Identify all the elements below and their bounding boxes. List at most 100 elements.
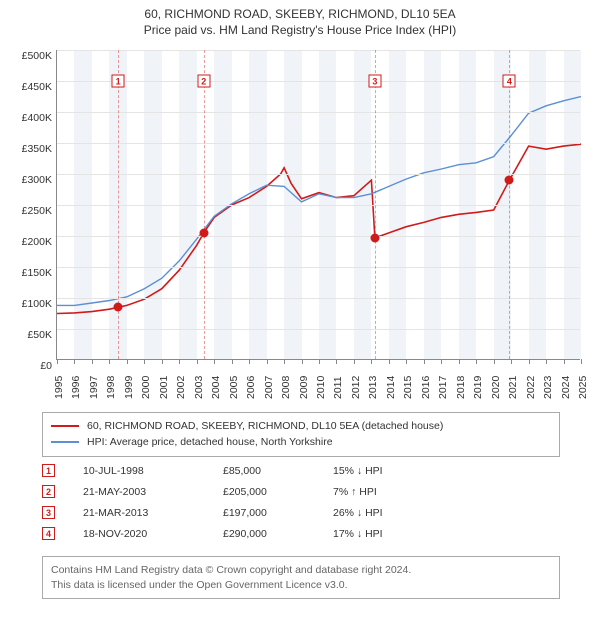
y-gridline: [57, 205, 580, 206]
marker-dot: [505, 176, 514, 185]
x-tick-mark: [74, 359, 75, 364]
y-gridline: [57, 174, 580, 175]
x-tick-mark: [459, 359, 460, 364]
x-tick-mark: [354, 359, 355, 364]
x-tick-label: 2006: [245, 376, 257, 399]
y-tick-label: £250K: [10, 205, 52, 217]
y-gridline: [57, 329, 580, 330]
x-tick-mark: [406, 359, 407, 364]
x-tick-label: 2015: [402, 376, 414, 399]
x-tick-label: 1996: [70, 376, 82, 399]
x-tick-label: 2025: [577, 376, 589, 399]
x-tick-label: 2002: [175, 376, 187, 399]
x-tick-label: 2009: [298, 376, 310, 399]
x-tick-label: 2011: [332, 376, 344, 399]
y-gridline: [57, 267, 580, 268]
x-tick-label: 2021: [507, 376, 519, 399]
transaction-price: £197,000: [223, 507, 333, 519]
y-gridline: [57, 298, 580, 299]
transaction-diff: 15% ↓ HPI: [333, 465, 433, 477]
transaction-date: 21-MAR-2013: [83, 507, 223, 519]
x-tick-mark: [319, 359, 320, 364]
marker-dot: [370, 233, 379, 242]
y-tick-label: £150K: [10, 267, 52, 279]
footer-line-1: Contains HM Land Registry data © Crown c…: [51, 563, 551, 578]
x-tick-label: 2013: [367, 376, 379, 399]
x-tick-label: 2008: [280, 376, 292, 399]
x-tick-mark: [162, 359, 163, 364]
x-tick-label: 1998: [105, 376, 117, 399]
x-tick-mark: [336, 359, 337, 364]
x-tick-label: 2000: [140, 376, 152, 399]
marker-line: [204, 50, 205, 359]
x-tick-mark: [564, 359, 565, 364]
x-tick-mark: [546, 359, 547, 364]
marker-box: 1: [112, 75, 125, 88]
x-tick-label: 1997: [88, 376, 100, 399]
x-tick-mark: [232, 359, 233, 364]
transaction-price: £290,000: [223, 528, 333, 540]
x-tick-mark: [494, 359, 495, 364]
legend-label: HPI: Average price, detached house, Nort…: [87, 434, 333, 450]
transaction-row: 321-MAR-2013£197,00026% ↓ HPI: [42, 502, 560, 523]
series-property: [57, 144, 581, 313]
transaction-date: 18-NOV-2020: [83, 528, 223, 540]
title-line-2: Price paid vs. HM Land Registry's House …: [0, 22, 600, 38]
transaction-index: 1: [42, 464, 55, 477]
x-tick-label: 2019: [472, 376, 484, 399]
marker-dot: [114, 303, 123, 312]
transaction-row: 1 10-JUL-1998£85,00015% ↓ HPI: [42, 460, 560, 481]
x-tick-mark: [302, 359, 303, 364]
transaction-row: 418-NOV-2020£290,00017% ↓ HPI: [42, 523, 560, 544]
x-tick-mark: [371, 359, 372, 364]
y-gridline: [57, 81, 580, 82]
transaction-date: 10-JUL-1998: [83, 465, 223, 477]
y-tick-label: £450K: [10, 81, 52, 93]
y-tick-label: £200K: [10, 236, 52, 248]
x-tick-label: 2012: [350, 376, 362, 399]
transaction-date: 21-MAY-2003: [83, 486, 223, 498]
x-tick-mark: [57, 359, 58, 364]
x-tick-mark: [581, 359, 582, 364]
x-tick-label: 2010: [315, 376, 327, 399]
y-gridline: [57, 112, 580, 113]
legend-item: 60, RICHMOND ROAD, SKEEBY, RICHMOND, DL1…: [51, 418, 551, 434]
marker-line: [118, 50, 119, 359]
transaction-row: 221-MAY-2003£205,0007% ↑ HPI: [42, 481, 560, 502]
x-tick-label: 2016: [420, 376, 432, 399]
y-tick-label: £300K: [10, 174, 52, 186]
x-tick-label: 2018: [455, 376, 467, 399]
x-tick-mark: [109, 359, 110, 364]
marker-box: 3: [368, 75, 381, 88]
y-gridline: [57, 236, 580, 237]
plot-area: 1995199619971998199920002001200220032004…: [56, 50, 580, 360]
x-tick-label: 2003: [193, 376, 205, 399]
x-tick-mark: [179, 359, 180, 364]
footer-attribution: Contains HM Land Registry data © Crown c…: [42, 556, 560, 599]
x-tick-label: 2024: [560, 376, 572, 399]
transaction-diff: 26% ↓ HPI: [333, 507, 433, 519]
x-tick-label: 2004: [210, 376, 222, 399]
y-tick-label: £50K: [10, 329, 52, 341]
y-tick-label: £400K: [10, 112, 52, 124]
x-tick-mark: [144, 359, 145, 364]
title-line-1: 60, RICHMOND ROAD, SKEEBY, RICHMOND, DL1…: [0, 6, 600, 22]
y-tick-label: £500K: [10, 50, 52, 62]
chart: 1995199619971998199920002001200220032004…: [10, 44, 590, 404]
x-tick-mark: [127, 359, 128, 364]
x-tick-label: 2022: [525, 376, 537, 399]
y-gridline: [57, 50, 580, 51]
x-tick-label: 2014: [385, 376, 397, 399]
x-tick-mark: [441, 359, 442, 364]
x-tick-label: 2001: [158, 376, 170, 399]
x-tick-mark: [92, 359, 93, 364]
transaction-table: 1 10-JUL-1998£85,00015% ↓ HPI 221-MAY-2003…: [42, 460, 560, 544]
marker-line: [375, 50, 376, 359]
legend-label: 60, RICHMOND ROAD, SKEEBY, RICHMOND, DL1…: [87, 418, 443, 434]
transaction-price: £85,000: [223, 465, 333, 477]
transaction-diff: 17% ↓ HPI: [333, 528, 433, 540]
x-tick-label: 2023: [542, 376, 554, 399]
x-tick-label: 2005: [228, 376, 240, 399]
x-tick-mark: [249, 359, 250, 364]
x-tick-mark: [529, 359, 530, 364]
